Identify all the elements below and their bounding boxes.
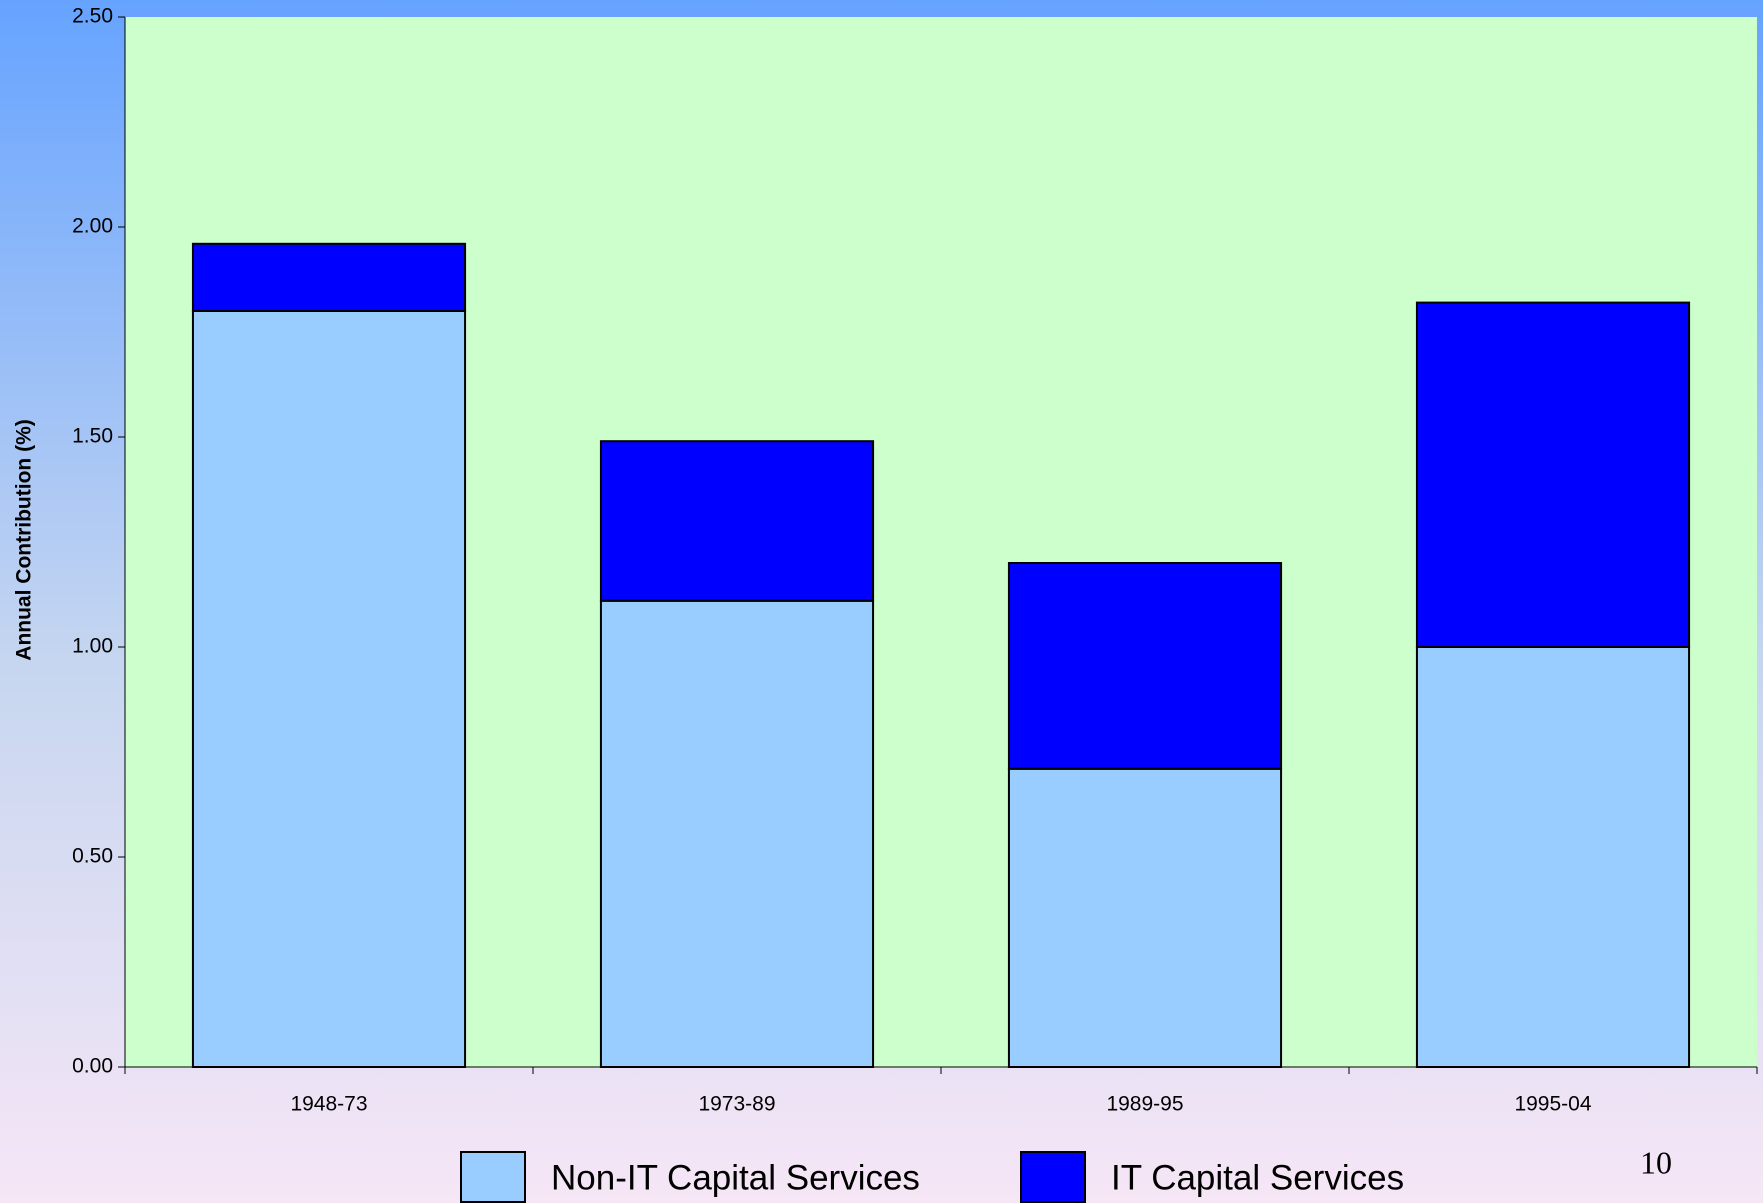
bar-segment xyxy=(1007,562,1283,770)
x-tick-label: 1948-73 xyxy=(290,1093,367,1116)
legend-swatch xyxy=(460,1151,526,1203)
bar-segment xyxy=(191,310,467,1068)
bar-segment xyxy=(191,242,467,312)
x-tick-label: 1973-89 xyxy=(698,1093,775,1116)
legend-label: Non-IT Capital Services xyxy=(551,1158,920,1197)
y-tick-label: 2.00 xyxy=(72,215,113,238)
legend-label: IT Capital Services xyxy=(1111,1158,1404,1197)
y-tick-label: 1.50 xyxy=(72,425,113,448)
bar-segment xyxy=(1415,301,1691,648)
y-axis-title: Annual Contribution (%) xyxy=(13,419,36,660)
bar-segment xyxy=(599,599,875,1068)
y-tick-label: 1.00 xyxy=(72,635,113,658)
y-tick-label: 0.50 xyxy=(72,845,113,868)
y-tick-label: 0.00 xyxy=(72,1055,113,1078)
x-tick-label: 1989-95 xyxy=(1106,1093,1183,1116)
x-tick-label: 1995-04 xyxy=(1514,1093,1591,1116)
slide-number: 10 xyxy=(1640,1144,1672,1180)
y-tick-label: 2.50 xyxy=(72,5,113,28)
legend-swatch xyxy=(1020,1151,1086,1203)
bar-segment xyxy=(1415,646,1691,1068)
bar-segment xyxy=(1007,767,1283,1068)
bar-segment xyxy=(599,440,875,602)
